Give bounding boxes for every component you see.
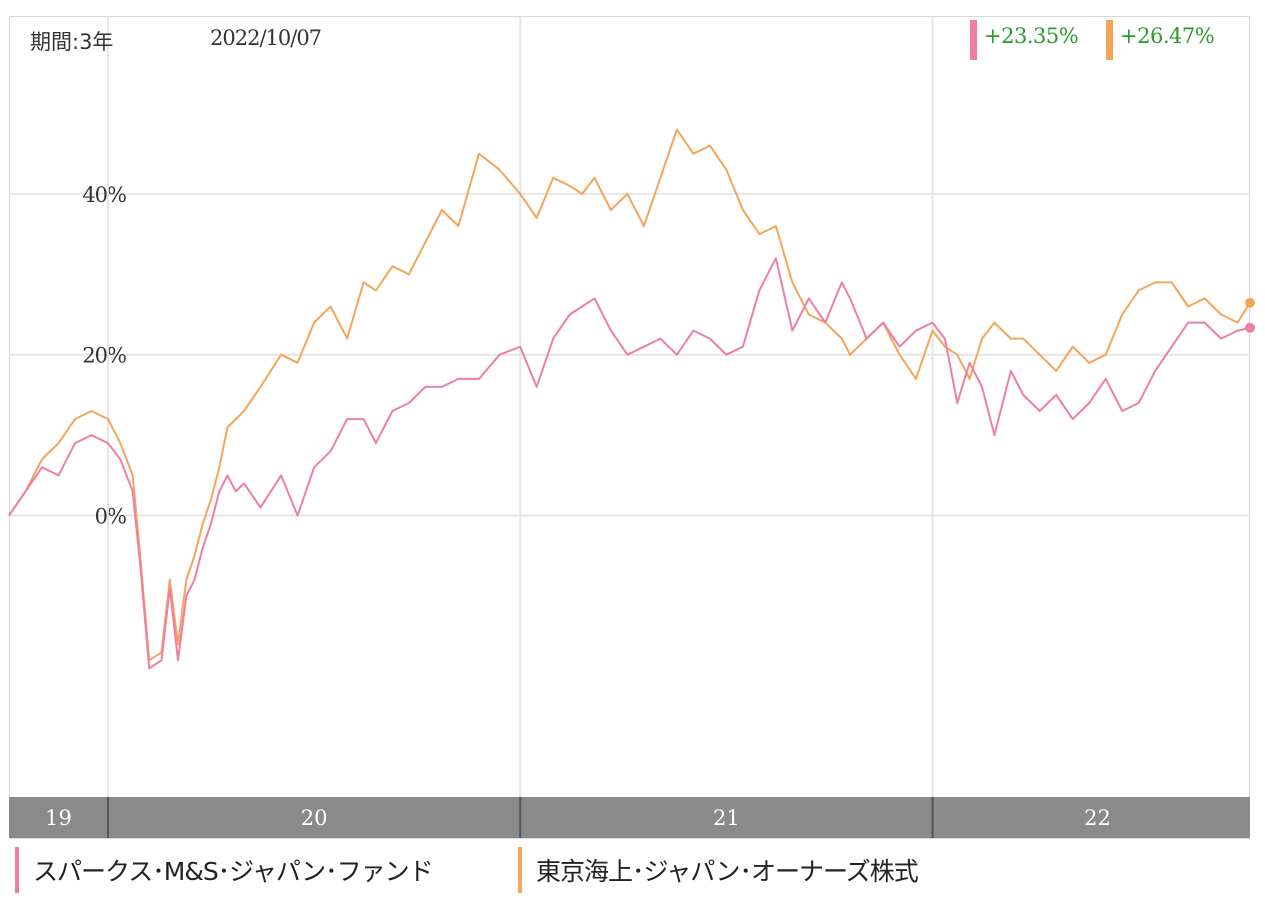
chart-frame (9, 16, 1250, 839)
series1-return-value: +23.35% (984, 24, 1079, 48)
y-tick-label-0: 0% (95, 505, 126, 529)
series2-return-swatch (1106, 20, 1113, 60)
y-tick-label-2: 40% (82, 183, 126, 207)
series2-return-value: +26.47% (1120, 24, 1215, 48)
series1-return-swatch (970, 20, 977, 60)
series-end-point-1 (1245, 322, 1255, 333)
series-end-point-2 (1245, 297, 1255, 308)
x-axis-band (9, 797, 1250, 838)
legend-label-series2: 東京海上･ジャパン･オーナーズ株式 (536, 857, 919, 886)
x-tick-label-0: 19 (45, 806, 72, 830)
chart-date: 2022/10/07 (210, 26, 322, 50)
legend-swatch-series2 (518, 847, 522, 893)
y-tick-label-1: 20% (82, 344, 126, 368)
x-tick-label-1: 20 (301, 806, 328, 830)
series-line-2 (8, 128, 1251, 662)
legend-item-series1: スパークス･M&S･ジャパン･ファンド (15, 847, 434, 893)
x-tick-label-2: 21 (713, 806, 740, 830)
legend-item-series2: 東京海上･ジャパン･オーナーズ株式 (518, 847, 919, 893)
period-label: 期間:3年 (30, 30, 114, 54)
legend-label-series1: スパークス･M&S･ジャパン･ファンド (33, 857, 434, 886)
x-tick-label-3: 22 (1084, 806, 1111, 830)
series-line-1 (8, 257, 1251, 670)
legend-swatch-series1 (15, 847, 19, 893)
